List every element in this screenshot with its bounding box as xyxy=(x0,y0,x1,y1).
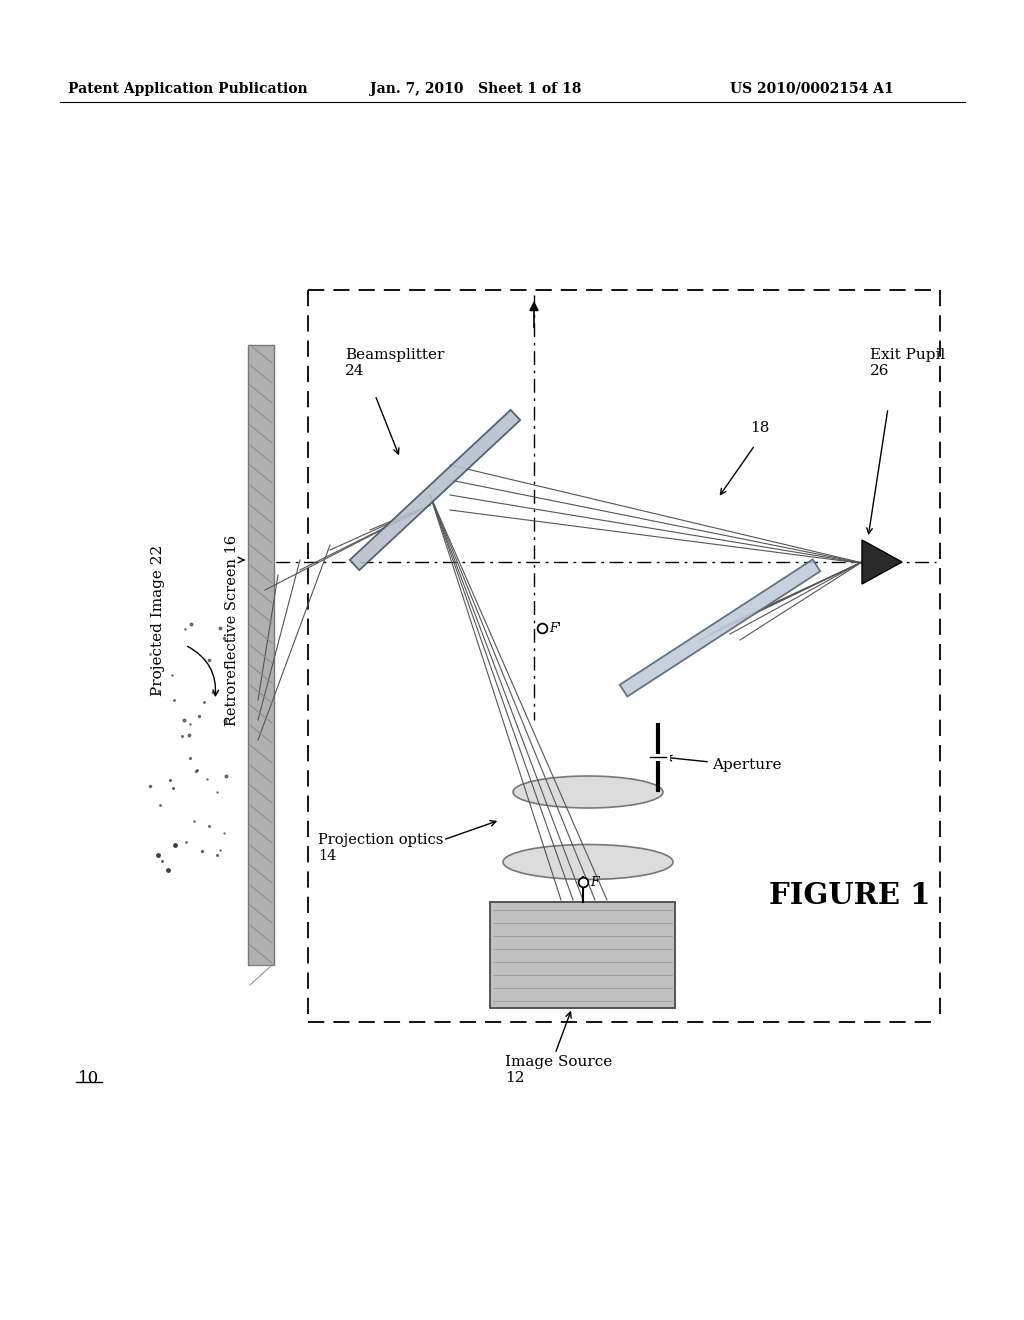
Text: FIGURE 1: FIGURE 1 xyxy=(769,880,931,909)
Text: Retroreflective Screen 16: Retroreflective Screen 16 xyxy=(225,535,239,726)
Polygon shape xyxy=(862,540,902,583)
Text: Image Source
12: Image Source 12 xyxy=(505,1055,612,1085)
Polygon shape xyxy=(350,411,520,570)
Text: Patent Application Publication: Patent Application Publication xyxy=(68,82,307,96)
Text: Projected Image 22: Projected Image 22 xyxy=(151,544,165,696)
Bar xyxy=(248,345,274,965)
Ellipse shape xyxy=(513,776,663,808)
Text: 18: 18 xyxy=(750,421,769,436)
Text: Projection optics
14: Projection optics 14 xyxy=(318,833,443,863)
Text: Aperture: Aperture xyxy=(712,758,781,772)
Polygon shape xyxy=(620,560,820,697)
Bar xyxy=(490,902,675,1008)
Text: Jan. 7, 2010   Sheet 1 of 18: Jan. 7, 2010 Sheet 1 of 18 xyxy=(370,82,582,96)
Text: F: F xyxy=(590,875,599,888)
Text: 10: 10 xyxy=(78,1071,99,1086)
Text: F': F' xyxy=(549,622,561,635)
Ellipse shape xyxy=(503,845,673,879)
Text: Exit Pupil
26: Exit Pupil 26 xyxy=(870,348,945,379)
Text: Beamsplitter
24: Beamsplitter 24 xyxy=(345,348,444,379)
Text: US 2010/0002154 A1: US 2010/0002154 A1 xyxy=(730,82,894,96)
